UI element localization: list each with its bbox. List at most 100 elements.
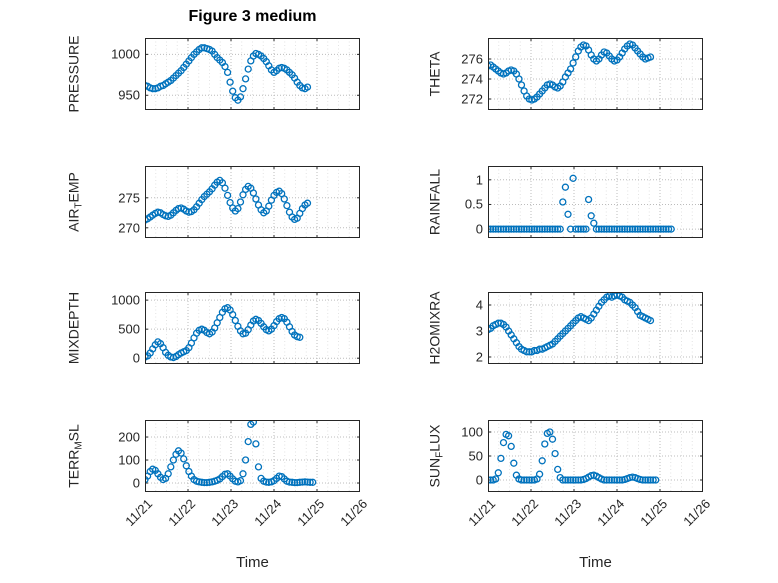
data-point <box>574 476 582 484</box>
data-point <box>649 476 657 484</box>
x-tick-label: 11/24 <box>594 496 628 529</box>
data-point <box>561 183 570 191</box>
data-point <box>254 463 263 471</box>
data-point <box>309 478 317 486</box>
data-point <box>554 465 562 474</box>
data-point <box>517 225 526 233</box>
data-point <box>605 225 613 233</box>
data-point <box>252 195 260 203</box>
data-point <box>559 198 567 206</box>
y-tick-label: 950 <box>118 87 140 103</box>
data-point <box>523 225 531 233</box>
x-tick-label: 11/23 <box>551 496 585 529</box>
plot-area <box>484 166 704 238</box>
data-point <box>579 225 588 233</box>
data-point <box>195 478 203 486</box>
data-point <box>494 225 502 233</box>
subplot-sun-flux: SUNFLUX 0 50 100 11/21 11/22 11/23 11/24 11/25 1… <box>427 420 714 529</box>
y-tick-label: 272 <box>461 91 483 107</box>
data-point <box>296 478 304 486</box>
data-point <box>492 475 500 483</box>
data-point <box>221 62 229 71</box>
data-point <box>241 75 250 83</box>
x-tick-label: 11/26 <box>680 496 714 529</box>
plot-svg <box>484 290 704 364</box>
y-tick-label: 0.5 <box>464 196 483 212</box>
data-point <box>556 225 564 233</box>
data-point <box>569 174 577 182</box>
data-point <box>639 225 647 233</box>
data-point <box>241 456 250 464</box>
y-tick-label: 500 <box>118 321 140 337</box>
data-point <box>494 469 502 477</box>
data-point <box>499 438 508 447</box>
x-tick-label: 11/22 <box>165 496 199 529</box>
data-point <box>546 428 554 436</box>
data-point <box>523 476 531 484</box>
data-point <box>229 87 237 95</box>
data-point <box>520 225 528 233</box>
data-point <box>569 59 577 67</box>
data-point <box>597 225 606 233</box>
data-point <box>499 225 508 233</box>
subplot-pressure: PRESSURE 950 1000 <box>66 35 361 113</box>
data-point <box>252 440 260 448</box>
data-point <box>608 225 616 233</box>
data-point <box>507 442 515 451</box>
data-point <box>572 225 580 233</box>
data-point <box>164 470 172 478</box>
data-point <box>512 225 521 233</box>
data-point <box>528 225 536 233</box>
subplot-air-temp: AIRTEMP 270 275 <box>66 166 361 238</box>
data-point <box>564 210 572 218</box>
axes-box <box>488 292 703 364</box>
data-point <box>613 225 621 233</box>
data-point <box>489 225 497 233</box>
data-point <box>641 476 650 484</box>
data-point <box>577 225 585 233</box>
data-point <box>667 225 675 233</box>
plot-area <box>141 166 361 238</box>
data-point <box>657 225 665 233</box>
data-point <box>290 478 299 487</box>
data-point <box>646 476 655 484</box>
data-point <box>572 476 580 484</box>
data-point <box>221 184 229 192</box>
data-point <box>636 225 644 233</box>
data-point <box>587 212 595 220</box>
plot-svg <box>141 38 361 110</box>
data-point <box>517 476 526 484</box>
data-point <box>177 449 185 457</box>
data-point <box>633 225 642 233</box>
data-point <box>652 476 660 484</box>
data-point <box>590 219 598 227</box>
y-tick-label: 100 <box>118 452 140 468</box>
plot-svg <box>484 420 704 492</box>
plot-area <box>484 420 704 492</box>
x-tick-label: 11/25 <box>637 496 671 529</box>
data-point <box>525 225 533 233</box>
data-point <box>497 454 505 463</box>
plot-svg <box>141 292 361 364</box>
data-point <box>244 65 252 73</box>
data-point <box>523 348 531 356</box>
data-point <box>641 225 650 233</box>
data-point <box>584 195 593 204</box>
data-point <box>628 225 637 233</box>
data-point <box>538 457 546 465</box>
data-point <box>610 476 619 484</box>
data-point <box>652 225 660 233</box>
data-point <box>559 476 567 484</box>
axes-box <box>488 420 703 492</box>
data-point <box>198 44 206 52</box>
data-point <box>554 225 562 233</box>
plot-area <box>141 292 361 364</box>
y-tick-label: 200 <box>118 429 140 445</box>
data-point <box>515 75 523 83</box>
data-point <box>510 225 518 233</box>
data-point <box>510 459 518 467</box>
data-point <box>548 225 557 233</box>
data-point <box>182 462 190 470</box>
data-point <box>566 225 575 233</box>
